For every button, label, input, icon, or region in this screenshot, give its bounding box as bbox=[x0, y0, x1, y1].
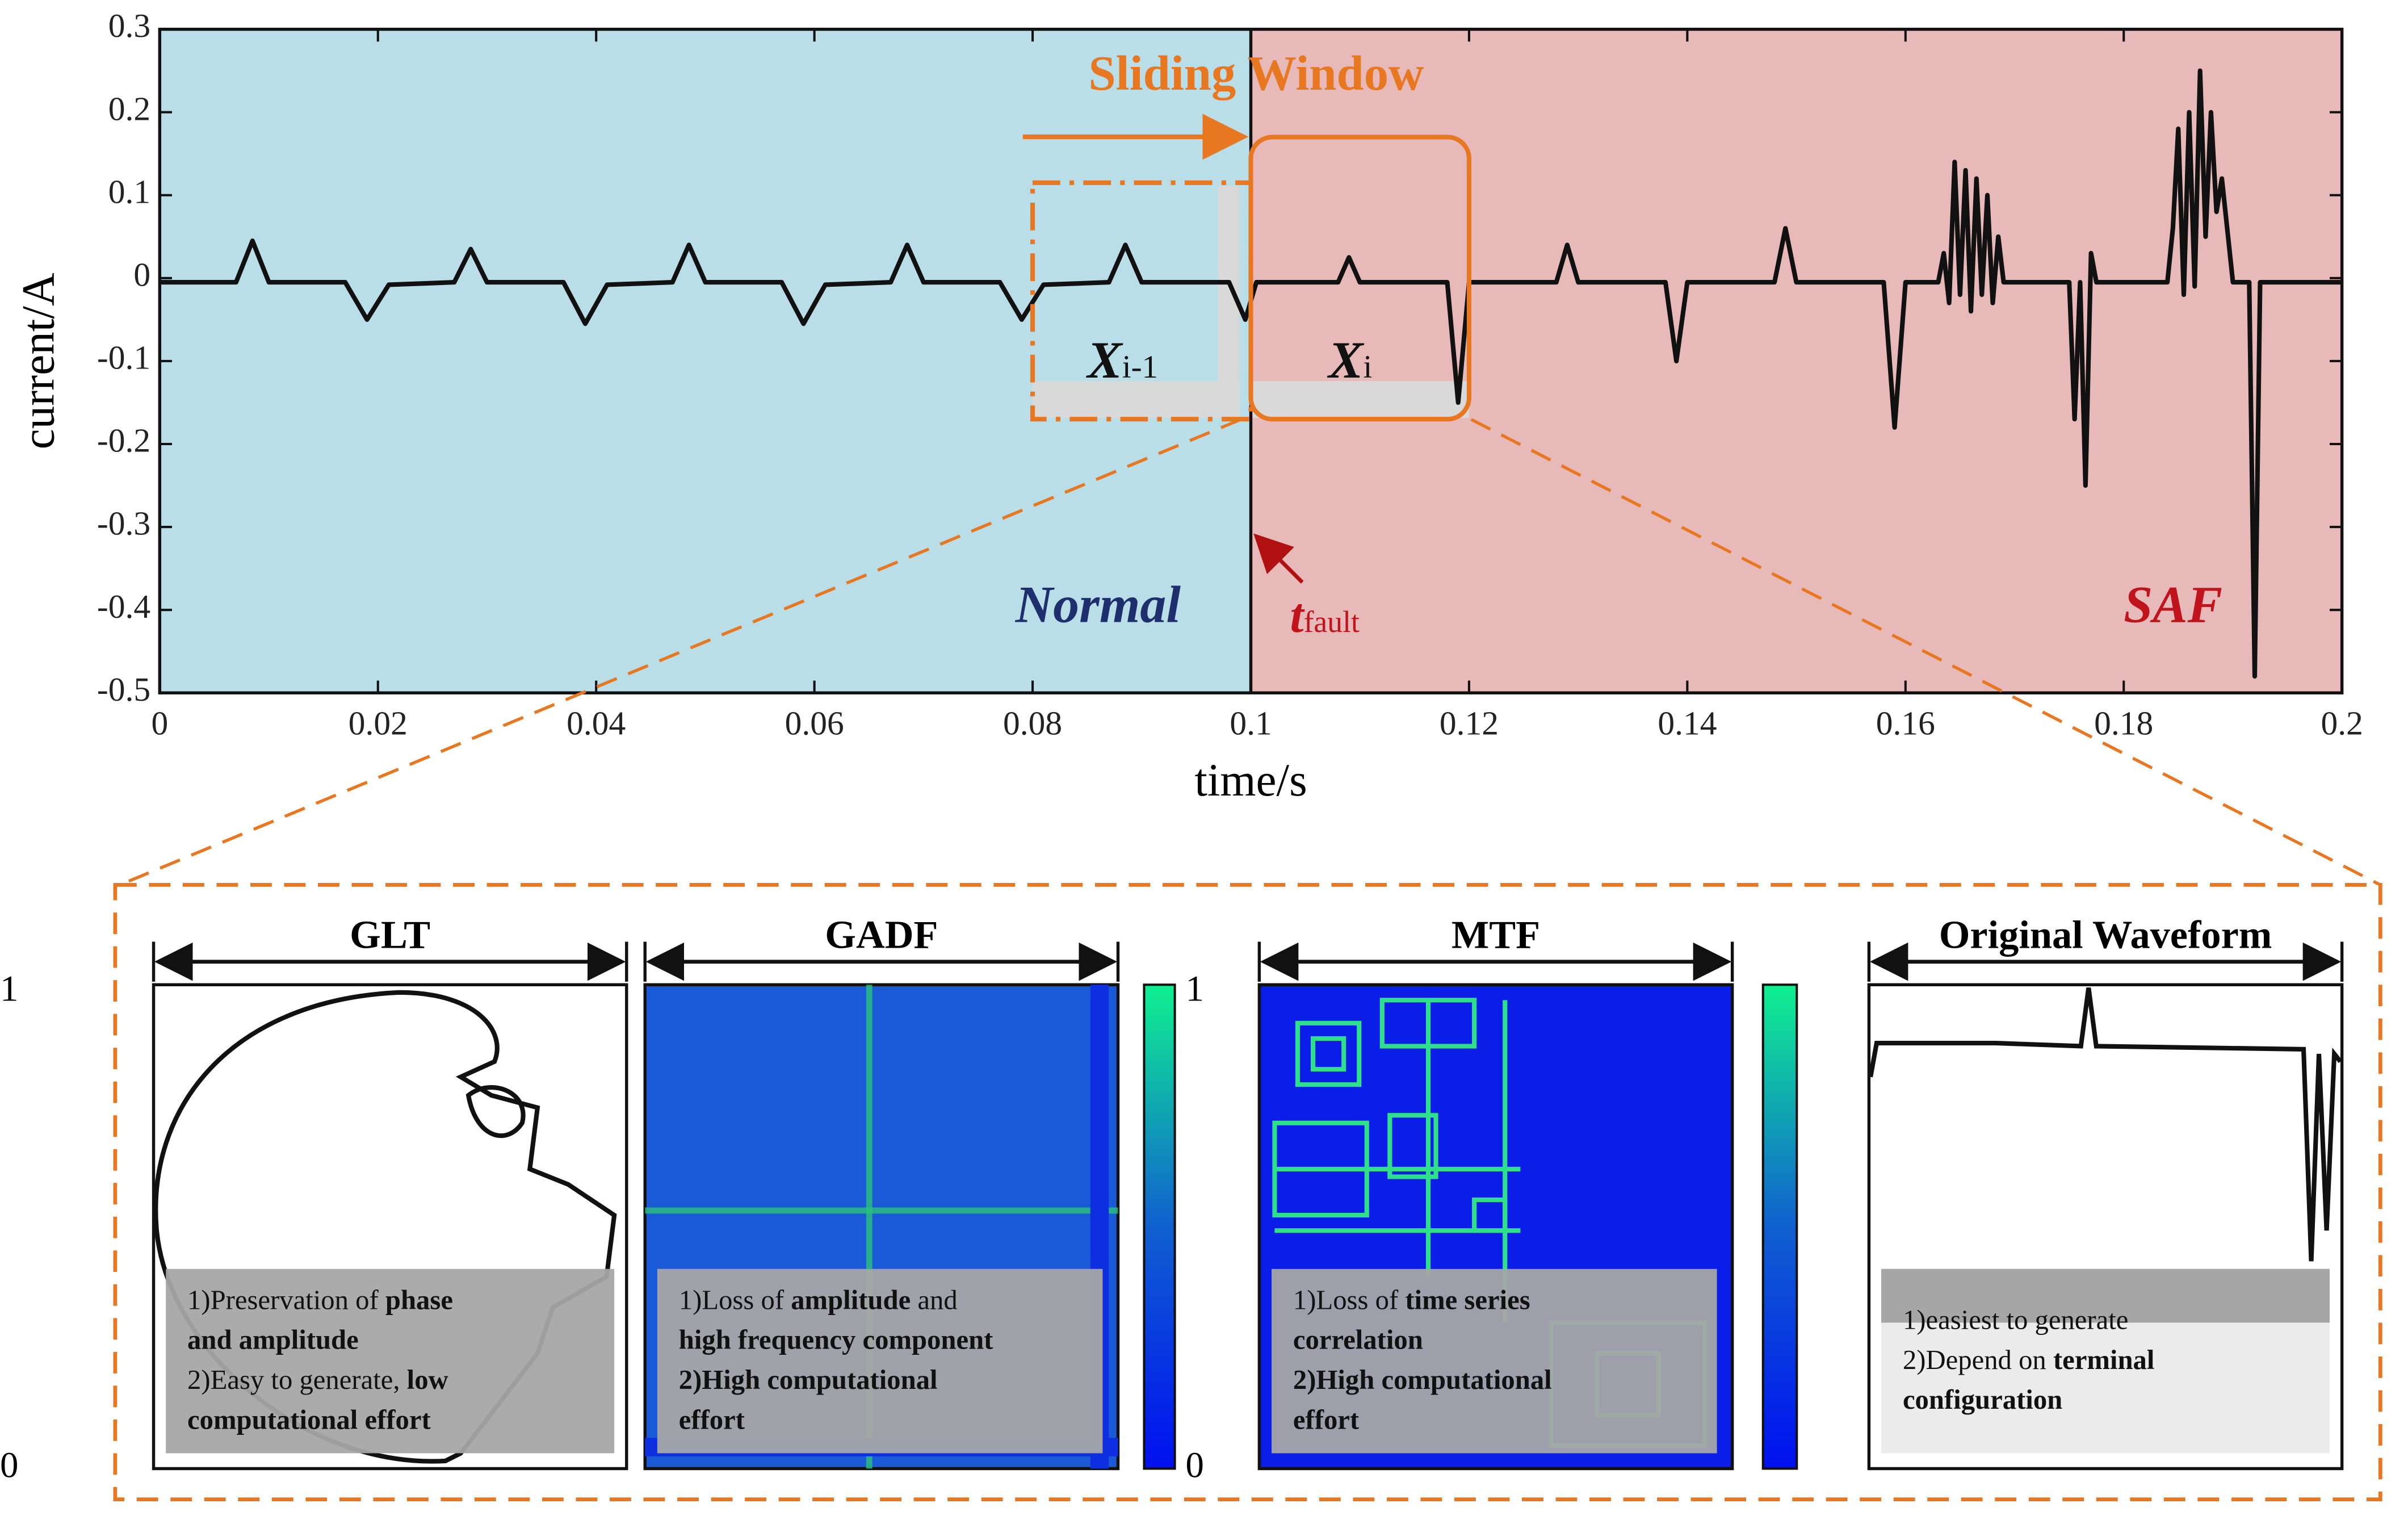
y-tick-label: 0.3 bbox=[108, 7, 150, 44]
region bbox=[160, 29, 1251, 693]
note-text: terminal bbox=[2053, 1345, 2154, 1375]
note-line: 1)easiest to generate bbox=[1903, 1305, 2128, 1335]
colorbar-label: 0 bbox=[1186, 1445, 1204, 1485]
note-text: effort bbox=[1293, 1404, 1359, 1435]
note-box bbox=[166, 1268, 615, 1454]
annotation-sub: i-1 bbox=[1122, 349, 1158, 385]
annotation: tfault bbox=[1290, 588, 1360, 643]
colorbar bbox=[1143, 983, 1798, 1470]
y-tick-label: 0 bbox=[133, 256, 150, 293]
note-line: 1)Loss of time series bbox=[1293, 1284, 1530, 1315]
note-line: effort bbox=[1293, 1404, 1359, 1435]
colorbar-label: 1 bbox=[0, 969, 18, 1010]
note-text: correlation bbox=[1293, 1325, 1423, 1355]
note-text: 1)Loss of bbox=[679, 1284, 791, 1315]
colorbar-label: 1 bbox=[1186, 969, 1204, 1010]
x-axis-label: time/s bbox=[1194, 755, 1307, 806]
note-text: low bbox=[407, 1364, 448, 1395]
y-tick-label: -0.3 bbox=[97, 505, 150, 542]
annotation: Xi-1 bbox=[1085, 331, 1158, 389]
note-line: computational effort bbox=[187, 1404, 431, 1435]
x-tick-label: 0.16 bbox=[1876, 704, 1935, 742]
panels: GLT 1)Preservation of phase and amplitude 2… bbox=[0, 912, 2344, 1485]
window bbox=[1248, 135, 1472, 422]
current-line bbox=[160, 68, 2342, 679]
annotation-text: Sliding Window bbox=[1088, 46, 1424, 101]
note-box bbox=[1272, 1268, 1717, 1454]
note-text: and bbox=[911, 1284, 957, 1315]
note-text: time series bbox=[1405, 1284, 1530, 1315]
note-line: 2)High computational bbox=[1293, 1364, 1552, 1395]
panel-title: MTF bbox=[1451, 912, 1540, 957]
window bbox=[1030, 180, 1253, 422]
note-text: 2)High computational bbox=[679, 1364, 938, 1395]
y-tick-label: -0.1 bbox=[97, 339, 150, 376]
note-text: 2)Depend on bbox=[1903, 1345, 2053, 1375]
note-text: computational effort bbox=[187, 1404, 431, 1435]
note-text: 1)Loss of bbox=[1293, 1284, 1405, 1315]
note-text: 1)Preservation of bbox=[187, 1284, 385, 1315]
y-tick-label: 0.1 bbox=[108, 173, 150, 210]
note-box bbox=[657, 1268, 1103, 1454]
note-line: 2)Depend on terminal bbox=[1903, 1345, 2154, 1375]
note-text: amplitude bbox=[791, 1284, 911, 1315]
colorbar-label: 0 bbox=[0, 1445, 18, 1485]
x-tick-label: 0.14 bbox=[1658, 704, 1717, 742]
annotation-sub: fault bbox=[1304, 605, 1360, 639]
note-line: correlation bbox=[1293, 1325, 1423, 1355]
note-text: phase bbox=[385, 1284, 453, 1315]
zoom-box bbox=[113, 883, 2382, 1501]
note-text: 2)High computational bbox=[1293, 1364, 1552, 1395]
zoom-line bbox=[119, 418, 2381, 886]
note-line: high frequency component bbox=[679, 1325, 993, 1355]
x-tick-label: 0 bbox=[151, 704, 168, 742]
note-line: configuration bbox=[1903, 1384, 2062, 1415]
note-line: effort bbox=[679, 1404, 745, 1435]
panel-title: GLT bbox=[350, 912, 430, 957]
annotation-sub: i bbox=[1363, 349, 1372, 385]
y-tick-label: -0.4 bbox=[97, 588, 150, 625]
annotation-text: X bbox=[1327, 331, 1365, 389]
note-text: effort bbox=[679, 1404, 745, 1435]
panel-title: GADF bbox=[825, 912, 938, 957]
annotation-text: t bbox=[1290, 588, 1306, 643]
region-label: Normal bbox=[1015, 575, 1181, 633]
region bbox=[1251, 29, 2342, 693]
note-text: configuration bbox=[1903, 1384, 2062, 1415]
annotation: Xi bbox=[1327, 331, 1372, 389]
y-axis-label: current/A bbox=[12, 273, 64, 449]
window-bar bbox=[1033, 381, 1240, 418]
x-tick-label: 0.02 bbox=[349, 704, 408, 742]
note-band bbox=[1881, 1268, 2330, 1323]
note-text: 2)Easy to generate, bbox=[187, 1364, 407, 1395]
plot-frame bbox=[158, 27, 2344, 694]
note-line: 1)Preservation of phase bbox=[187, 1284, 453, 1315]
x-tick-label: 0.12 bbox=[1440, 704, 1499, 742]
note-line: 1)Loss of amplitude and bbox=[679, 1284, 958, 1315]
x-tick-label: 0.1 bbox=[1230, 704, 1272, 742]
plot: 0.30.20.10-0.1-0.2-0.3-0.4-0.50 0.02 0.04 0… bbox=[12, 7, 2363, 806]
region-label: SAF bbox=[2124, 575, 2222, 633]
annotation: Sliding Window bbox=[1088, 46, 1424, 101]
fault-arrow bbox=[1253, 533, 1304, 584]
y-tick-label: -0.2 bbox=[97, 422, 150, 459]
x-tick-label: 0.08 bbox=[1003, 704, 1062, 742]
x-tick-label: 0.18 bbox=[2094, 704, 2153, 742]
annotation-text: X bbox=[1085, 331, 1123, 389]
note-text: 1)easiest to generate bbox=[1903, 1305, 2128, 1335]
note-text: and amplitude bbox=[187, 1325, 359, 1355]
panel-title: Original Waveform bbox=[1939, 912, 2272, 957]
note-text: high frequency component bbox=[679, 1325, 993, 1355]
x-tick-label: 0.04 bbox=[567, 704, 626, 742]
x-tick-label: 0.06 bbox=[785, 704, 844, 742]
y-tick-label: 0.2 bbox=[108, 90, 150, 127]
note-line: 2)High computational bbox=[679, 1364, 938, 1395]
note-line: 2)Easy to generate, low bbox=[187, 1364, 448, 1395]
note-line: and amplitude bbox=[187, 1325, 359, 1355]
y-tick-label: -0.5 bbox=[97, 671, 150, 708]
window-bar bbox=[1251, 381, 1469, 418]
x-tick-label: 0.2 bbox=[2321, 704, 2363, 742]
